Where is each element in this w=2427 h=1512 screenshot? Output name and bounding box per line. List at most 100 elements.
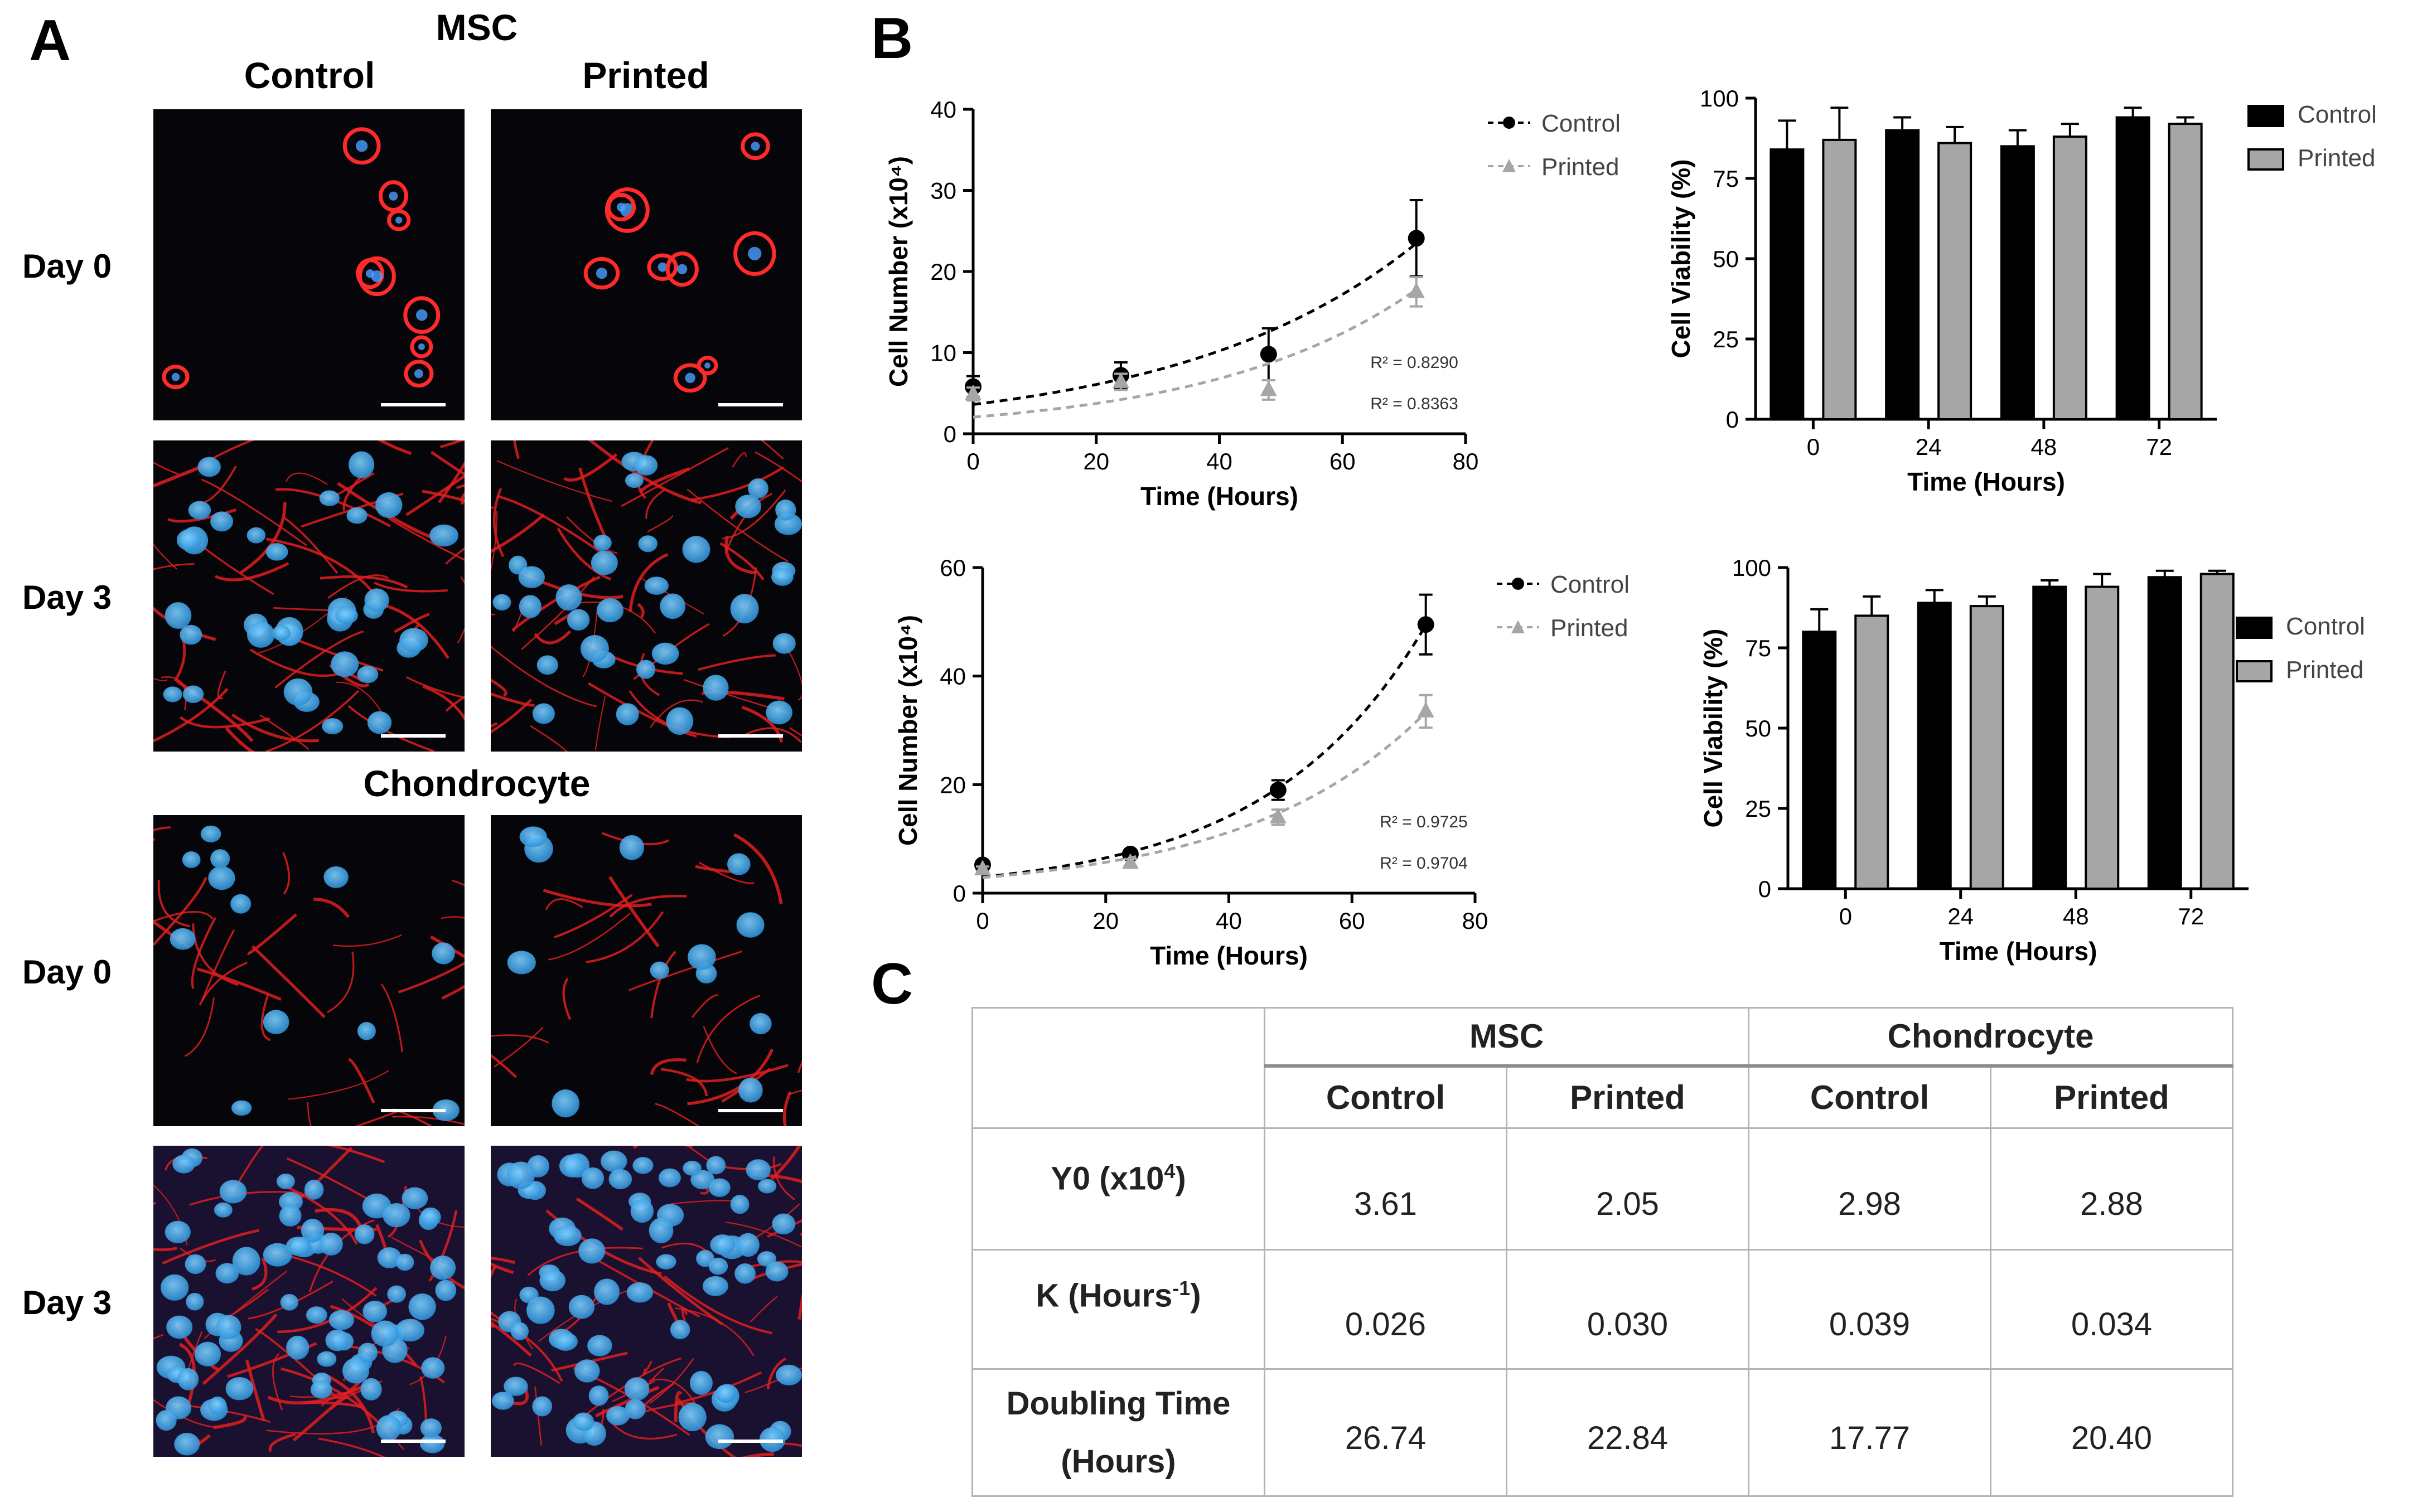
actin-fiber — [557, 527, 611, 581]
bar — [1937, 142, 1972, 420]
cell-nucleus — [685, 372, 695, 384]
r-squared-label: R² = 0.9725 — [1380, 813, 1468, 831]
actin-fiber — [772, 1156, 795, 1200]
legend-label: Control — [2298, 101, 2377, 128]
cell-outline — [583, 256, 620, 290]
legend-label: Control — [1550, 571, 1630, 598]
actin-fiber — [534, 630, 572, 644]
row-label-k-main: K (Hours — [1036, 1277, 1173, 1314]
cell-nucleus — [574, 1359, 600, 1383]
actin-fiber — [307, 1102, 312, 1126]
fit-curve — [973, 242, 1418, 406]
cell-nucleus — [581, 634, 609, 662]
actin-fiber — [789, 727, 802, 736]
table-header-chondro-control: Control — [1748, 1065, 1991, 1129]
cell-nucleus — [357, 1022, 376, 1040]
cell-nucleus — [357, 1343, 378, 1363]
data-point — [1417, 701, 1434, 718]
bar — [1854, 614, 1889, 890]
cell-nucleus — [683, 1161, 702, 1176]
cell-y0-chondro-printed: 2.88 — [1990, 1127, 2233, 1251]
cell-nucleus — [419, 1434, 445, 1453]
cell-outline — [647, 253, 678, 281]
actin-fiber — [719, 542, 765, 581]
actin-fiber — [285, 472, 328, 485]
cell-nucleus — [704, 362, 710, 369]
actin-fiber — [513, 1362, 560, 1384]
cell-nucleus — [395, 216, 403, 224]
actin-fiber — [741, 1260, 802, 1270]
cell-nucleus — [608, 1169, 632, 1190]
actin-fiber — [405, 676, 465, 699]
r-squared-label: R² = 0.8363 — [1370, 395, 1458, 413]
cell-nucleus — [588, 1385, 609, 1406]
x-axis-label: Time (Hours) — [1907, 467, 2065, 496]
actin-fiber — [545, 898, 583, 910]
actin-fiber — [608, 876, 660, 948]
cell-nucleus — [387, 1285, 406, 1303]
cell-nucleus — [678, 1403, 707, 1432]
cell-nucleus — [331, 651, 359, 677]
x-tick-label: 24 — [1947, 903, 1974, 929]
cell-y0-msc-control: 3.61 — [1264, 1127, 1507, 1251]
cell-nucleus — [432, 942, 455, 965]
group-title-chondrocyte: Chondrocyte — [363, 763, 590, 804]
actin-fiber — [441, 916, 465, 919]
actin-fiber — [438, 461, 465, 503]
actin-fiber — [766, 1357, 786, 1390]
actin-fiber — [457, 576, 465, 643]
actin-fiber — [562, 977, 572, 1020]
row-label-y0-sup: 4 — [1164, 1160, 1176, 1183]
growth-curve-chart: 0 20 40 60 Cell Number (x10⁴) Time (Hours) 0 20… — [893, 555, 1630, 970]
x-tick-label: 48 — [2031, 434, 2057, 460]
cell-nucleus — [430, 1256, 456, 1280]
tile-background — [153, 109, 465, 420]
cell-outline — [733, 231, 776, 276]
actin-fiber — [496, 460, 613, 502]
cell-nucleus — [435, 1280, 457, 1301]
cell-y0-msc-printed: 2.05 — [1506, 1127, 1749, 1251]
x-tick-label: 60 — [1339, 908, 1365, 934]
cell-nucleus — [708, 1178, 731, 1197]
data-point — [1269, 782, 1287, 799]
cell-nucleus — [371, 1320, 399, 1347]
cell-nucleus — [197, 457, 221, 477]
cell-nucleus — [702, 1276, 728, 1296]
data-point — [1408, 282, 1425, 298]
y-tick-label: 60 — [940, 555, 966, 581]
actin-fiber — [578, 467, 607, 540]
cell-nucleus — [644, 576, 669, 595]
actin-fiber — [637, 603, 645, 618]
cell-nucleus — [506, 1161, 535, 1189]
cell-nucleus — [651, 642, 679, 665]
cell-nucleus — [689, 1371, 713, 1395]
actin-fiber — [588, 440, 702, 505]
cell-nucleus — [703, 675, 729, 701]
tile-background — [491, 109, 802, 420]
cell-nucleus — [738, 1078, 763, 1103]
cell-nucleus — [362, 1300, 388, 1322]
actin-fiber — [247, 1280, 333, 1320]
cell-nucleus — [758, 1179, 777, 1194]
actin-fiber — [722, 489, 786, 540]
x-tick-label: 80 — [1462, 908, 1488, 934]
actin-fiber — [745, 727, 802, 743]
bar — [2000, 145, 2035, 420]
cell-outline — [387, 209, 411, 231]
bar — [2168, 123, 2203, 420]
actin-fiber — [647, 515, 674, 532]
cell-nucleus — [354, 1224, 375, 1244]
cell-nucleus — [775, 499, 796, 521]
actin-fiber — [675, 1307, 755, 1356]
legend-label: Printed — [1550, 614, 1628, 642]
actin-fiber — [405, 474, 465, 516]
x-axis-label: Time (Hours) — [1940, 937, 2097, 966]
cell-nucleus — [376, 1415, 402, 1441]
actin-fiber — [153, 687, 229, 743]
actin-fiber — [494, 1026, 544, 1068]
y-tick-label: 100 — [1732, 555, 1771, 581]
actin-fiber — [322, 1372, 375, 1433]
cell-nucleus — [371, 270, 383, 283]
cell-nucleus — [682, 536, 710, 563]
cell-nucleus — [280, 1294, 299, 1311]
